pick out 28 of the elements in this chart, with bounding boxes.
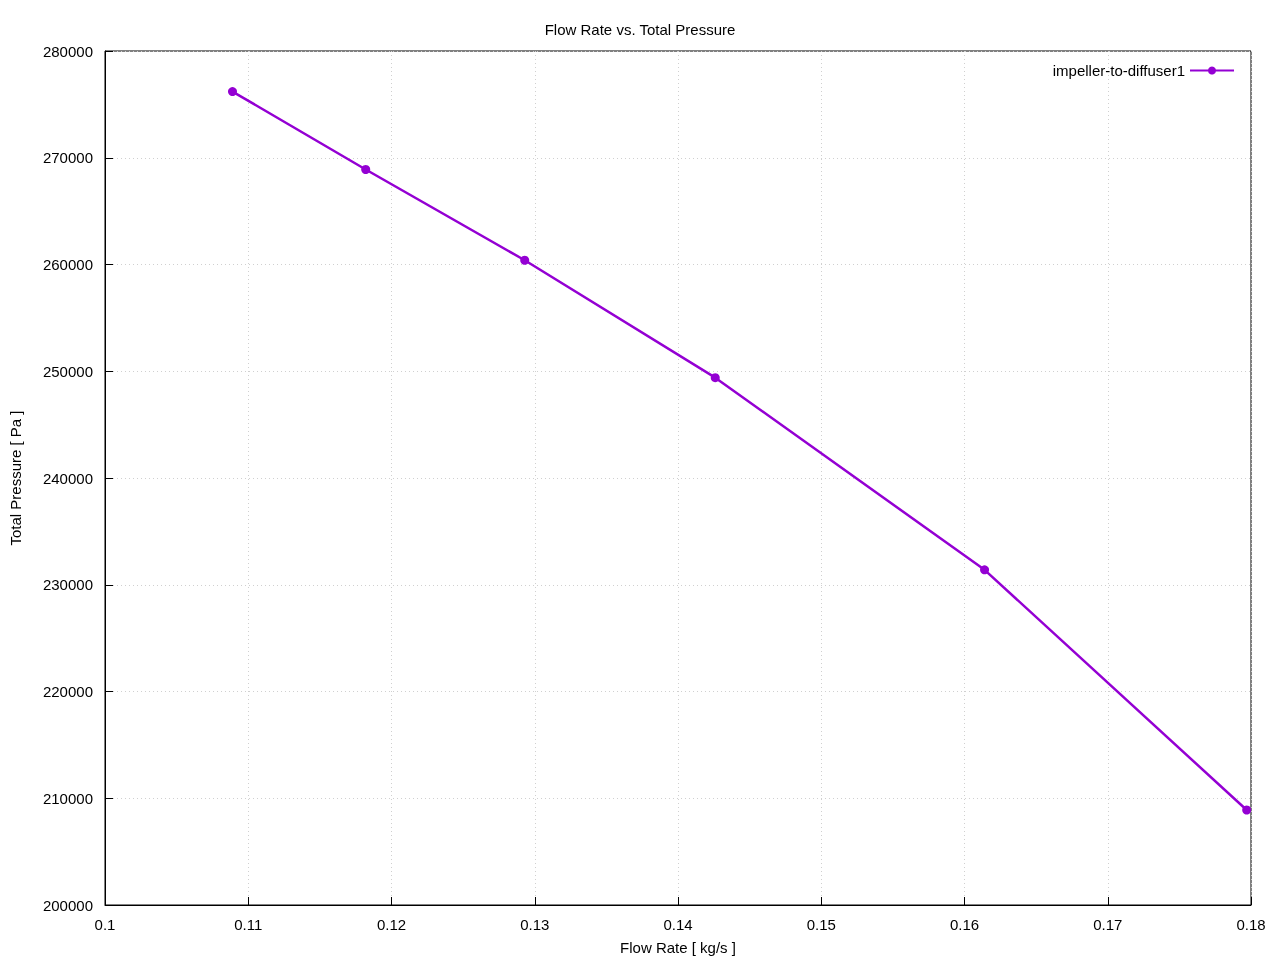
y-tick-label: 220000 xyxy=(42,683,93,700)
x-tick-label: 0.15 xyxy=(806,916,836,933)
y-tick-label: 200000 xyxy=(42,896,93,914)
point xyxy=(980,565,990,575)
x-tick-label: 0.1 xyxy=(94,916,116,933)
point xyxy=(228,87,237,97)
x-tick-label: 0.18 xyxy=(1236,916,1266,933)
point xyxy=(710,373,720,383)
x-tick-label: 0.12 xyxy=(376,916,407,933)
legend-label: impeller-to-diffuser1 xyxy=(1052,62,1185,79)
x-axis-title: Flow Rate [ kg/s ] xyxy=(620,939,736,956)
y-tick-label: 230000 xyxy=(42,576,93,594)
chart-title: Flow Rate vs. Total Pressure xyxy=(544,21,736,38)
y-tick-label: 240000 xyxy=(42,469,93,487)
y-tick-label: 280000 xyxy=(42,42,93,60)
point xyxy=(1242,805,1252,815)
x-tick-label: 0.11 xyxy=(234,916,263,933)
y-tick-label: 250000 xyxy=(42,362,93,380)
x-tick-label: 0.16 xyxy=(949,916,980,933)
x-tick-label: 0.14 xyxy=(663,916,693,933)
y-axis-title: Total Pressure [ Pa ] xyxy=(7,410,24,546)
point xyxy=(520,255,530,265)
point xyxy=(361,164,371,174)
y-tick-label: 260000 xyxy=(42,256,93,273)
x-tick-label: 0.17 xyxy=(1093,916,1123,933)
x-tick-label: 0.13 xyxy=(520,916,550,933)
y-tick-label: 270000 xyxy=(42,149,93,167)
y-tick-label: 210000 xyxy=(42,789,93,807)
